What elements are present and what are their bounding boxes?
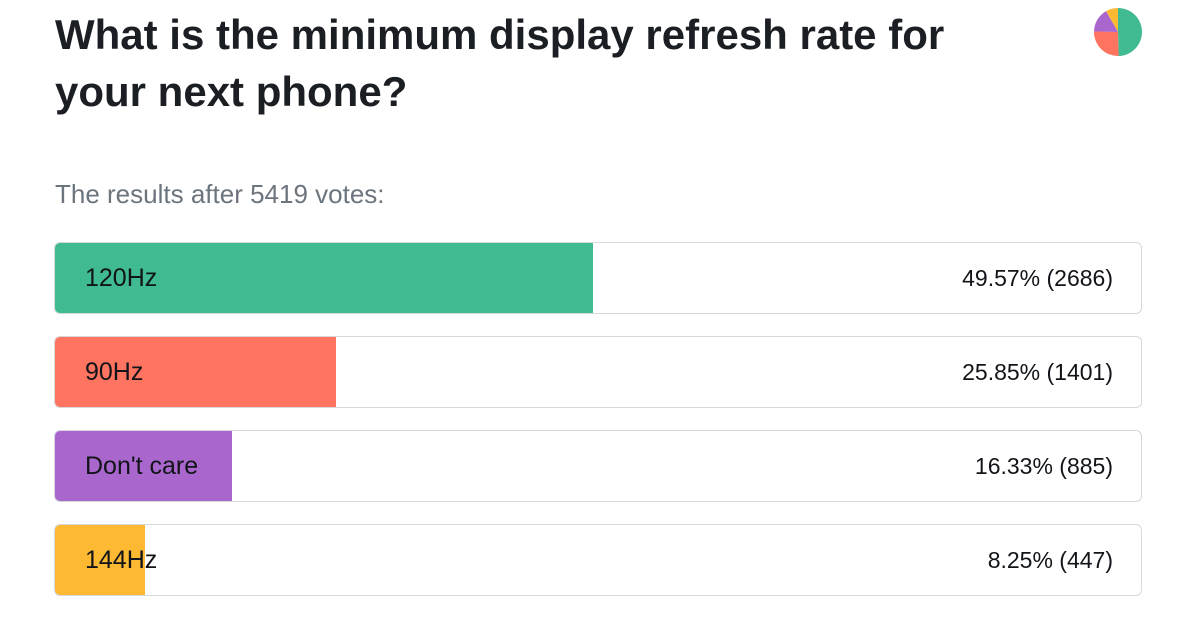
option-label-120hz: 120Hz [85,264,158,292]
bar-fill-90hz [55,337,336,407]
pie-slice-120hz [1118,8,1143,56]
option-result-90hz: 25.85% (1401) [962,359,1113,385]
poll-results: 120Hz 49.57% (2686) 90Hz 25.85% (1401) D… [54,242,1142,618]
result-row-120hz: 120Hz 49.57% (2686) [54,242,1142,314]
option-label-144hz: 144Hz [85,546,158,574]
option-result-dont-care: 16.33% (885) [974,453,1113,479]
pie-chart-icon [1094,8,1143,56]
pie-slice-144hz [1106,8,1118,32]
option-result-120hz: 49.57% (2686) [962,265,1113,291]
option-result-144hz: 8.25% (447) [987,547,1113,573]
option-label-90hz: 90Hz [85,358,144,386]
results-summary: The results after 5419 votes: [55,179,385,209]
bar-fill-144hz [55,525,145,595]
pie-slice-90hz [1094,31,1119,56]
result-row-144hz: 144Hz 8.25% (447) [54,524,1142,596]
bar-fill-120hz [55,243,594,313]
result-row-90hz: 90Hz 25.85% (1401) [54,336,1142,408]
poll-title: What is the minimum display refresh rate… [55,11,945,115]
option-label-dont-care: Don't care [85,452,199,480]
pie-slice-don-t-care [1094,11,1118,32]
bar-fill-dont-care [55,431,233,501]
result-row-dont-care: Don't care 16.33% (885) [54,430,1142,502]
